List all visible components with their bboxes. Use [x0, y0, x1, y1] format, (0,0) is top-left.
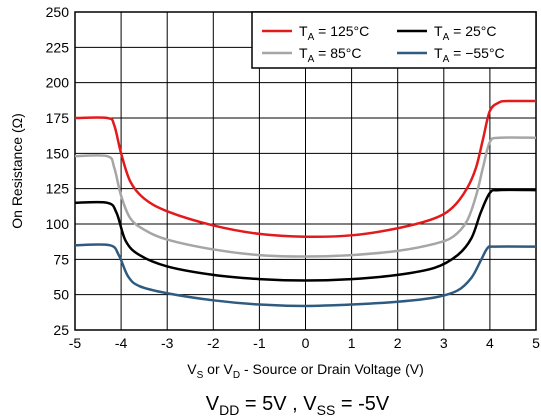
chart-caption: VDD = 5V , VSS = -5V — [206, 393, 390, 418]
series-line — [74, 136, 537, 258]
legend-label: TA = 85°C — [299, 45, 361, 65]
series-line — [74, 188, 537, 282]
x-tick-label: -1 — [253, 335, 266, 351]
x-tick-label: 1 — [348, 335, 356, 351]
series-line — [74, 99, 537, 239]
y-tick-label: 25 — [53, 322, 69, 338]
x-tick-label: 5 — [532, 335, 540, 351]
y-tick-label: 100 — [46, 216, 70, 232]
y-tick-label: 200 — [46, 75, 70, 91]
y-tick-label: 75 — [53, 251, 69, 267]
y-tick-label: 225 — [46, 39, 70, 55]
x-tick-label: 3 — [440, 335, 448, 351]
x-tick-label: 2 — [394, 335, 402, 351]
series-line — [74, 243, 537, 308]
x-tick-label: -2 — [207, 335, 220, 351]
legend-label: TA = −55°C — [434, 45, 505, 65]
y-tick-label: 50 — [53, 287, 69, 303]
legend-box — [251, 11, 537, 69]
y-tick-label: 125 — [46, 181, 70, 197]
y-axis-title: On Resistance (Ω) — [9, 113, 25, 229]
x-tick-label: -5 — [69, 335, 82, 351]
legend-label: TA = 125°C — [299, 23, 369, 43]
x-tick-label: -3 — [161, 335, 174, 351]
y-tick-label: 150 — [46, 145, 70, 161]
x-tick-label: -4 — [115, 335, 128, 351]
x-tick-label: 0 — [302, 335, 310, 351]
y-tick-label: 250 — [46, 4, 70, 20]
x-tick-label: 4 — [486, 335, 494, 351]
y-tick-label: 175 — [46, 110, 70, 126]
legend-label: TA = 25°C — [434, 23, 496, 43]
x-axis-title: VS or VD - Source or Drain Voltage (V) — [187, 361, 423, 381]
